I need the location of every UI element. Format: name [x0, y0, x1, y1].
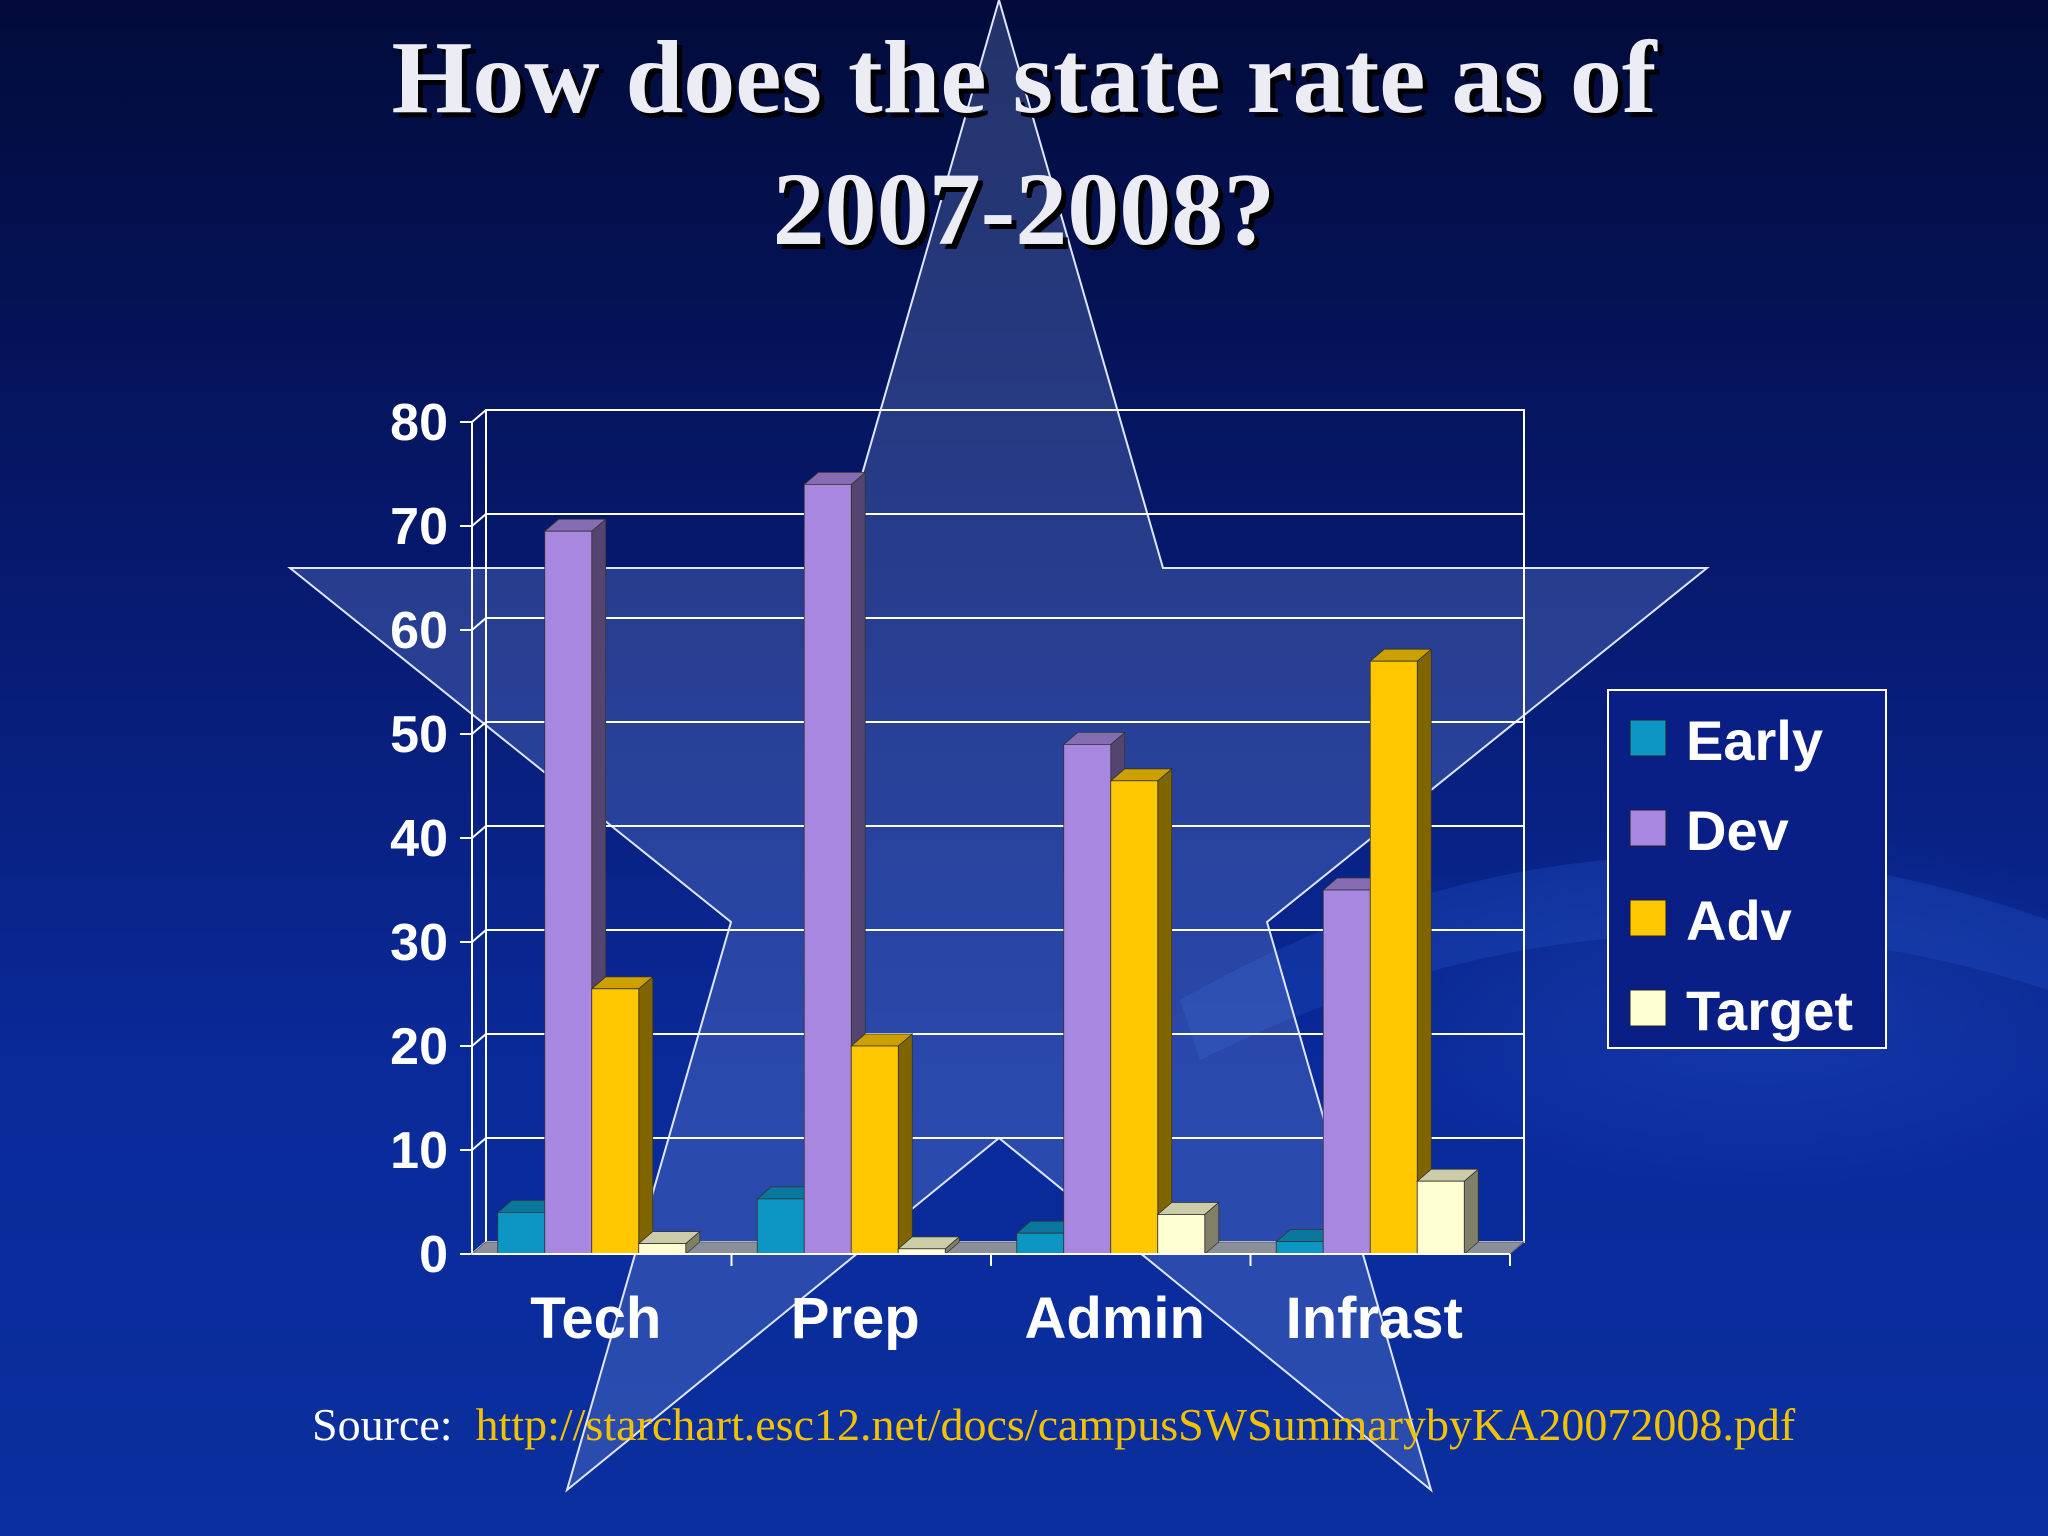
gridline-side [471, 721, 487, 735]
bar-side [638, 975, 654, 1255]
bar [638, 1243, 687, 1255]
bar [850, 1045, 899, 1255]
bar [1157, 1214, 1206, 1255]
y-tick-label: 30 [390, 914, 448, 972]
y-tick-label: 50 [390, 706, 448, 764]
bar [544, 530, 593, 1255]
x-tick-label: Prep [791, 1286, 920, 1351]
gridline-side [471, 825, 487, 839]
x-tick-label: Tech [530, 1286, 661, 1351]
bar [1063, 744, 1112, 1255]
legend-label: Adv [1686, 889, 1792, 952]
y-tick-label: 70 [390, 498, 448, 556]
bar-side [1463, 1168, 1479, 1255]
source-url[interactable]: http://starchart.esc12.net/docs/campusSW… [475, 1399, 1796, 1450]
gridline-side [471, 513, 487, 527]
gridline-side [471, 617, 487, 631]
bar [497, 1212, 546, 1255]
legend-swatch [1629, 989, 1667, 1027]
gridline-side [471, 929, 487, 943]
source-label: Source: [312, 1399, 453, 1450]
x-tick-label: Infrast [1286, 1286, 1463, 1351]
bar [1369, 660, 1418, 1255]
bar-side [897, 1033, 913, 1255]
y-tick-label: 10 [390, 1122, 448, 1180]
bar-side [1416, 648, 1432, 1255]
bar [1322, 889, 1371, 1255]
legend-swatch [1629, 719, 1667, 757]
bar [803, 483, 852, 1255]
slide-title: How does the state rate as of 2007-2008? [0, 12, 2048, 276]
bar-side [1157, 767, 1173, 1255]
gridline-side [471, 1137, 487, 1151]
source-line: Source: http://starchart.esc12.net/docs/… [312, 1398, 1795, 1451]
y-tick-label: 20 [390, 1018, 448, 1076]
bar [1016, 1232, 1065, 1255]
title-line-1: How does the state rate as of [391, 20, 1657, 135]
title-line-2: 2007-2008? [772, 152, 1276, 267]
y-tick-label: 60 [390, 602, 448, 660]
y-tick-label: 40 [390, 810, 448, 868]
legend-label: Early [1686, 709, 1823, 772]
bar [1416, 1180, 1465, 1255]
bar [1110, 780, 1159, 1255]
x-tick-label: Admin [1025, 1286, 1205, 1351]
legend-label: Dev [1686, 799, 1789, 862]
legend-swatch [1629, 809, 1667, 847]
bar [591, 988, 640, 1255]
gridline-side [471, 409, 487, 423]
legend-swatch [1629, 899, 1667, 937]
legend-label: Target [1686, 979, 1853, 1042]
bar [1275, 1241, 1324, 1255]
y-tick-label: 80 [390, 394, 448, 452]
y-tick-label: 0 [419, 1226, 448, 1284]
gridline-side [471, 1033, 487, 1047]
bar [756, 1198, 805, 1255]
